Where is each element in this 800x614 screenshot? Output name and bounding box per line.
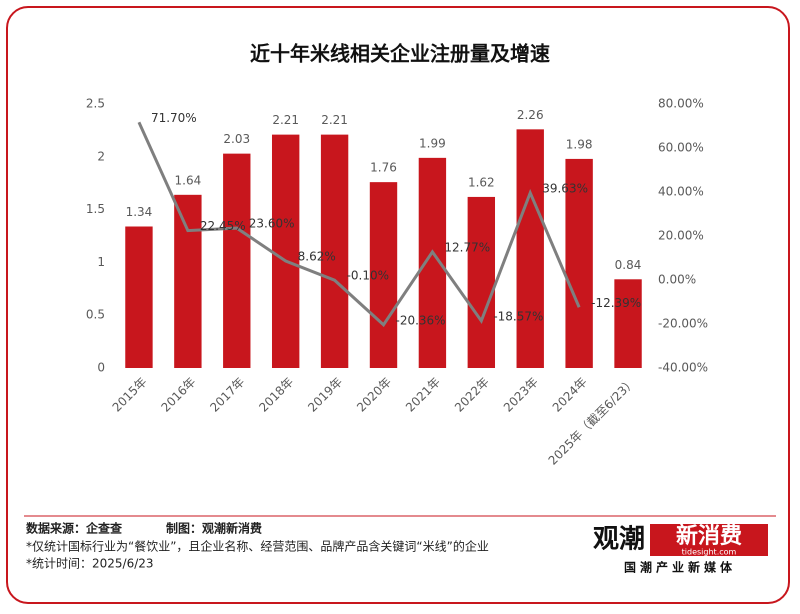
line-label: 12.77%: [444, 240, 490, 254]
data-label: 2.03: [223, 132, 250, 146]
line-label: 71.70%: [151, 111, 197, 125]
y2-tick-label: -40.00%: [658, 361, 708, 375]
y-tick-label: 0.5: [86, 308, 105, 322]
line-label: 23.60%: [249, 217, 295, 231]
chart-title: 近十年米线相关企业注册量及增速: [250, 42, 550, 66]
bar: [516, 129, 544, 368]
x-tick-label: 2017年: [207, 375, 247, 415]
data-label: 1.99: [419, 136, 446, 150]
x-tick-label: 2018年: [256, 375, 296, 415]
y2-tick-label: 60.00%: [658, 141, 704, 155]
data-label: 1.98: [566, 137, 593, 151]
data-label: 0.84: [615, 258, 642, 272]
y-tick-label: 1.5: [86, 202, 105, 216]
data-label: 1.34: [126, 205, 153, 219]
logo-sub: 国潮产业新媒体: [624, 560, 736, 575]
maker: 制图：观潮新消费: [166, 521, 262, 536]
data-label: 2.21: [321, 113, 348, 127]
bar: [271, 134, 300, 368]
line: [137, 121, 581, 328]
line-label: -0.10%: [347, 269, 389, 283]
bar: [125, 226, 153, 368]
bar: [320, 134, 349, 368]
data-label: 2.26: [517, 108, 544, 122]
data-label: 1.64: [175, 173, 202, 187]
x-tick-label: 2019年: [305, 375, 345, 415]
bar: [369, 182, 398, 368]
x-tick-label: 2020年: [354, 375, 394, 415]
logo: 观潮: [593, 525, 645, 555]
x-tick-label: 2015年: [110, 375, 150, 415]
x-tick-label: 2016年: [158, 375, 198, 415]
y-tick-label: 2.5: [86, 97, 105, 111]
data-label: 2.21: [272, 113, 299, 127]
logo: 新消费: [676, 523, 742, 549]
frame: [6, 6, 790, 604]
y-tick-label: 0: [97, 361, 105, 375]
line-label: 22.45%: [200, 219, 246, 233]
bar: [174, 194, 202, 368]
y2-tick-label: 0.00%: [658, 273, 696, 287]
bar: [223, 153, 251, 368]
y2-tick-label: 40.00%: [658, 185, 704, 199]
line-label: -18.57%: [493, 309, 543, 323]
data-label: 1.62: [468, 175, 495, 189]
line-label: 8.62%: [298, 250, 336, 264]
line-label: -20.36%: [396, 313, 446, 327]
note: *统计时间：2025/6/23: [26, 557, 154, 571]
note: *仅统计国标行业为“餐饮业”，且企业名称、经营范围、品牌产品含关键词“米线”的企…: [26, 539, 489, 554]
x-tick-label: 2021年: [403, 375, 443, 415]
y2-tick-label: 20.00%: [658, 229, 704, 243]
y-tick-label: 1: [97, 255, 105, 269]
bar: [614, 279, 642, 368]
y-tick-label: 2: [97, 149, 105, 163]
y2-tick-label: 80.00%: [658, 97, 704, 111]
source: 数据来源：企查查: [26, 521, 123, 536]
x-tick-label: 2025年（截至6/23）: [546, 375, 639, 468]
data-label: 1.76: [370, 161, 397, 175]
x-tick-label: 2023年: [501, 375, 541, 415]
line-label: 39.63%: [542, 181, 588, 195]
bar: [565, 158, 593, 368]
line-label: -12.39%: [591, 296, 641, 310]
y2-tick-label: -20.00%: [658, 317, 708, 331]
logo-box: [650, 524, 768, 556]
x-tick-label: 2024年: [550, 375, 590, 415]
x-tick-label: 2022年: [452, 375, 492, 415]
logo-url: tidesight.com: [682, 548, 737, 557]
bar: [467, 196, 496, 368]
